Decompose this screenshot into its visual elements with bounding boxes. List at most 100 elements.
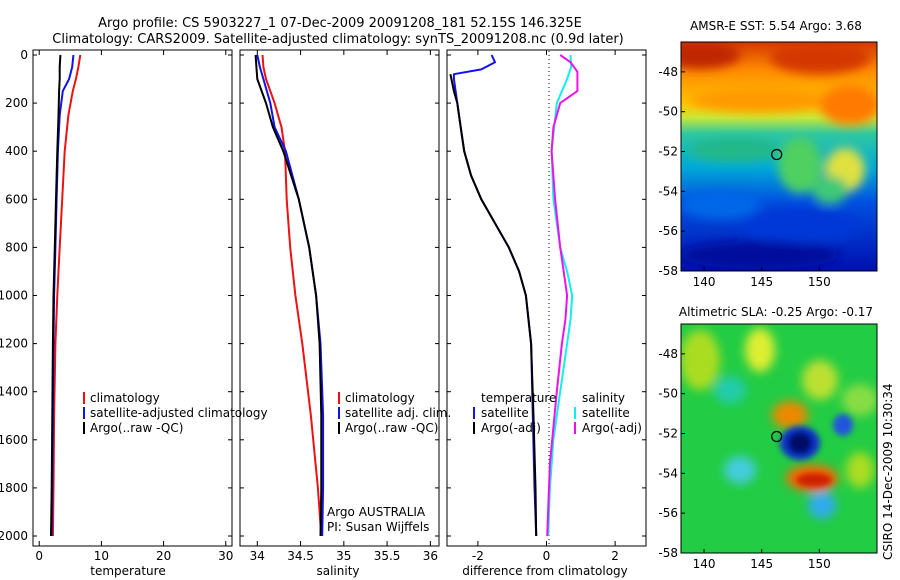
depth-tick-label: 600	[5, 192, 28, 206]
sla-field	[681, 324, 877, 553]
sst-warm-patch	[770, 42, 870, 74]
salinity-panel: 34 34.5 35 35.5 36 salinity climatology sate…	[239, 49, 451, 578]
float-owner-line-2: PI: Susan Wijffels	[327, 520, 429, 534]
lat-tick-label: -52	[658, 145, 678, 159]
sla-positive-patch	[846, 452, 874, 488]
sst-cold-patch	[681, 191, 760, 219]
lat-tick-label: -58	[658, 264, 678, 278]
sla-negative-patch	[724, 456, 756, 484]
sla-positive-patch	[772, 401, 808, 429]
lat-tick-label: -54	[658, 466, 678, 480]
lat-tick-label: -48	[658, 65, 678, 79]
lat-tick-label: -58	[658, 546, 678, 560]
legend-label-argo: Argo(..raw -QC)	[345, 421, 438, 435]
sla-map: Altimetric SLA: -0.25 Argo: -0.17	[658, 305, 878, 571]
header-line-2: Climatology: CARS2009. Satellite-adjuste…	[52, 32, 624, 47]
series-line-salinity-argo-adj-	[546, 54, 579, 537]
sla-eddies	[780, 414, 853, 487]
sst-warm-patch	[681, 42, 740, 69]
salinity-ticks: 34 34.5 35 35.5 36	[240, 50, 439, 563]
temperature-legend: climatology satellite-adjusted climatolo…	[83, 391, 268, 435]
depth-tick-label: 0	[20, 48, 28, 62]
depth-tick-label: 2000	[0, 529, 28, 543]
credit-stamp: CSIRO 14-Dec-2009 10:30:34	[881, 383, 895, 560]
lat-tick-label: -50	[658, 105, 678, 119]
legend-title-salinity: salinity	[582, 391, 625, 405]
lon-tick-label: 145	[750, 557, 773, 571]
difference-legend-salinity: salinity satellite Argo(-adj)	[574, 391, 642, 435]
sst-front	[812, 176, 848, 204]
salinity-axis-label: salinity	[316, 564, 359, 578]
depth-tick-label: 1400	[0, 385, 28, 399]
difference-axis-label: difference from climatology	[462, 564, 628, 578]
legend-label-temp-argo: Argo(-adj)	[481, 421, 541, 435]
legend-label-satellite: satellite-adjusted climatology	[90, 406, 268, 420]
difference-ticks: -2 0 2	[447, 50, 646, 563]
series-line-temperature-satellite	[452, 54, 538, 537]
x-tick-label: 35.5	[374, 549, 401, 563]
depth-tick-label: 1800	[0, 481, 28, 495]
depth-tick-label: 1600	[0, 433, 28, 447]
warm-eddy	[796, 473, 832, 487]
series-line-salinity-satellite	[547, 54, 574, 537]
sla-axes-box	[680, 323, 878, 554]
sla-positive-patch	[745, 328, 775, 372]
sla-positive-patch	[842, 384, 877, 416]
x-tick-label: 30	[218, 549, 233, 563]
temperature-ticks: 0 10 20 30	[33, 50, 233, 563]
sst-ticks: 140 145 150 -48 -50 -52 -54 -56 -58	[658, 65, 830, 289]
difference-panel: -2 0 2 difference from climatology tempera…	[446, 49, 647, 578]
lat-tick-label: -50	[658, 387, 678, 401]
sst-warm-patch	[690, 88, 830, 112]
temperature-series	[50, 54, 82, 537]
series-line-argo-raw-qc-	[50, 54, 62, 537]
x-tick-label: 35	[336, 549, 351, 563]
salinity-series	[254, 54, 325, 537]
legend-title-temperature: temperature	[481, 391, 556, 405]
sla-ticks: 140 145 150 -48 -50 -52 -54 -56 -58	[658, 347, 830, 571]
x-tick-label: 20	[156, 549, 171, 563]
difference-series	[449, 54, 579, 537]
sst-map: AMSR-E SST: 5.54 Argo: 3.68 140 145 150 -48…	[658, 19, 878, 289]
sst-map-title: AMSR-E SST: 5.54 Argo: 3.68	[690, 19, 862, 33]
x-tick-label: 34	[250, 549, 265, 563]
x-tick-label: 36	[423, 549, 438, 563]
depth-tick-label: 400	[5, 144, 28, 158]
depth-tick-label: 1200	[0, 337, 28, 351]
sst-cold-patch	[681, 241, 840, 269]
lon-tick-label: 150	[808, 275, 831, 289]
float-owner-line-1: Argo AUSTRALIA	[327, 505, 426, 519]
legend-label-argo: Argo(..raw -QC)	[90, 421, 183, 435]
temperature-axes-box	[32, 49, 233, 547]
sst-cold-patch	[740, 207, 860, 243]
sla-map-title: Altimetric SLA: -0.25 Argo: -0.17	[679, 305, 873, 319]
cold-eddy-core	[788, 432, 812, 454]
salinity-legend: climatology satellite adj. clim. Argo(..…	[338, 391, 451, 435]
argo-float-marker	[771, 148, 783, 161]
salinity-axes-box	[239, 49, 440, 547]
difference-legend-temperature: temperature satellite Argo(-adj)	[473, 391, 556, 435]
header-line-1: Argo profile: CS 5903227_1 07-Dec-2009 2…	[98, 16, 582, 31]
x-tick-label: 10	[94, 549, 109, 563]
temperature-axis-label: temperature	[90, 564, 165, 578]
sla-negative-patch	[808, 491, 836, 519]
series-line-climatology	[51, 54, 82, 537]
lon-tick-label: 140	[693, 557, 716, 571]
difference-axes-box	[446, 49, 647, 547]
x-tick-label: 0	[543, 549, 551, 563]
depth-tick-label: 200	[5, 96, 28, 110]
sst-axes-box	[680, 41, 878, 272]
temperature-panel: 0 200 400 600 800 1000 1200 1400 1600 1800 2000 0 1…	[0, 48, 268, 578]
cold-eddy	[833, 414, 853, 436]
x-tick-label: 2	[611, 549, 619, 563]
series-line-satellite-adj-clim-	[256, 54, 325, 537]
series-line-temperature-argo-adj-	[449, 73, 538, 537]
sla-positive-patch	[802, 360, 838, 400]
lon-tick-label: 145	[750, 275, 773, 289]
lon-tick-label: 140	[693, 275, 716, 289]
sla-positive-patch	[681, 330, 720, 390]
sst-front	[778, 137, 822, 193]
lat-tick-label: -56	[658, 224, 678, 238]
depth-tick-label: 1000	[0, 289, 28, 303]
